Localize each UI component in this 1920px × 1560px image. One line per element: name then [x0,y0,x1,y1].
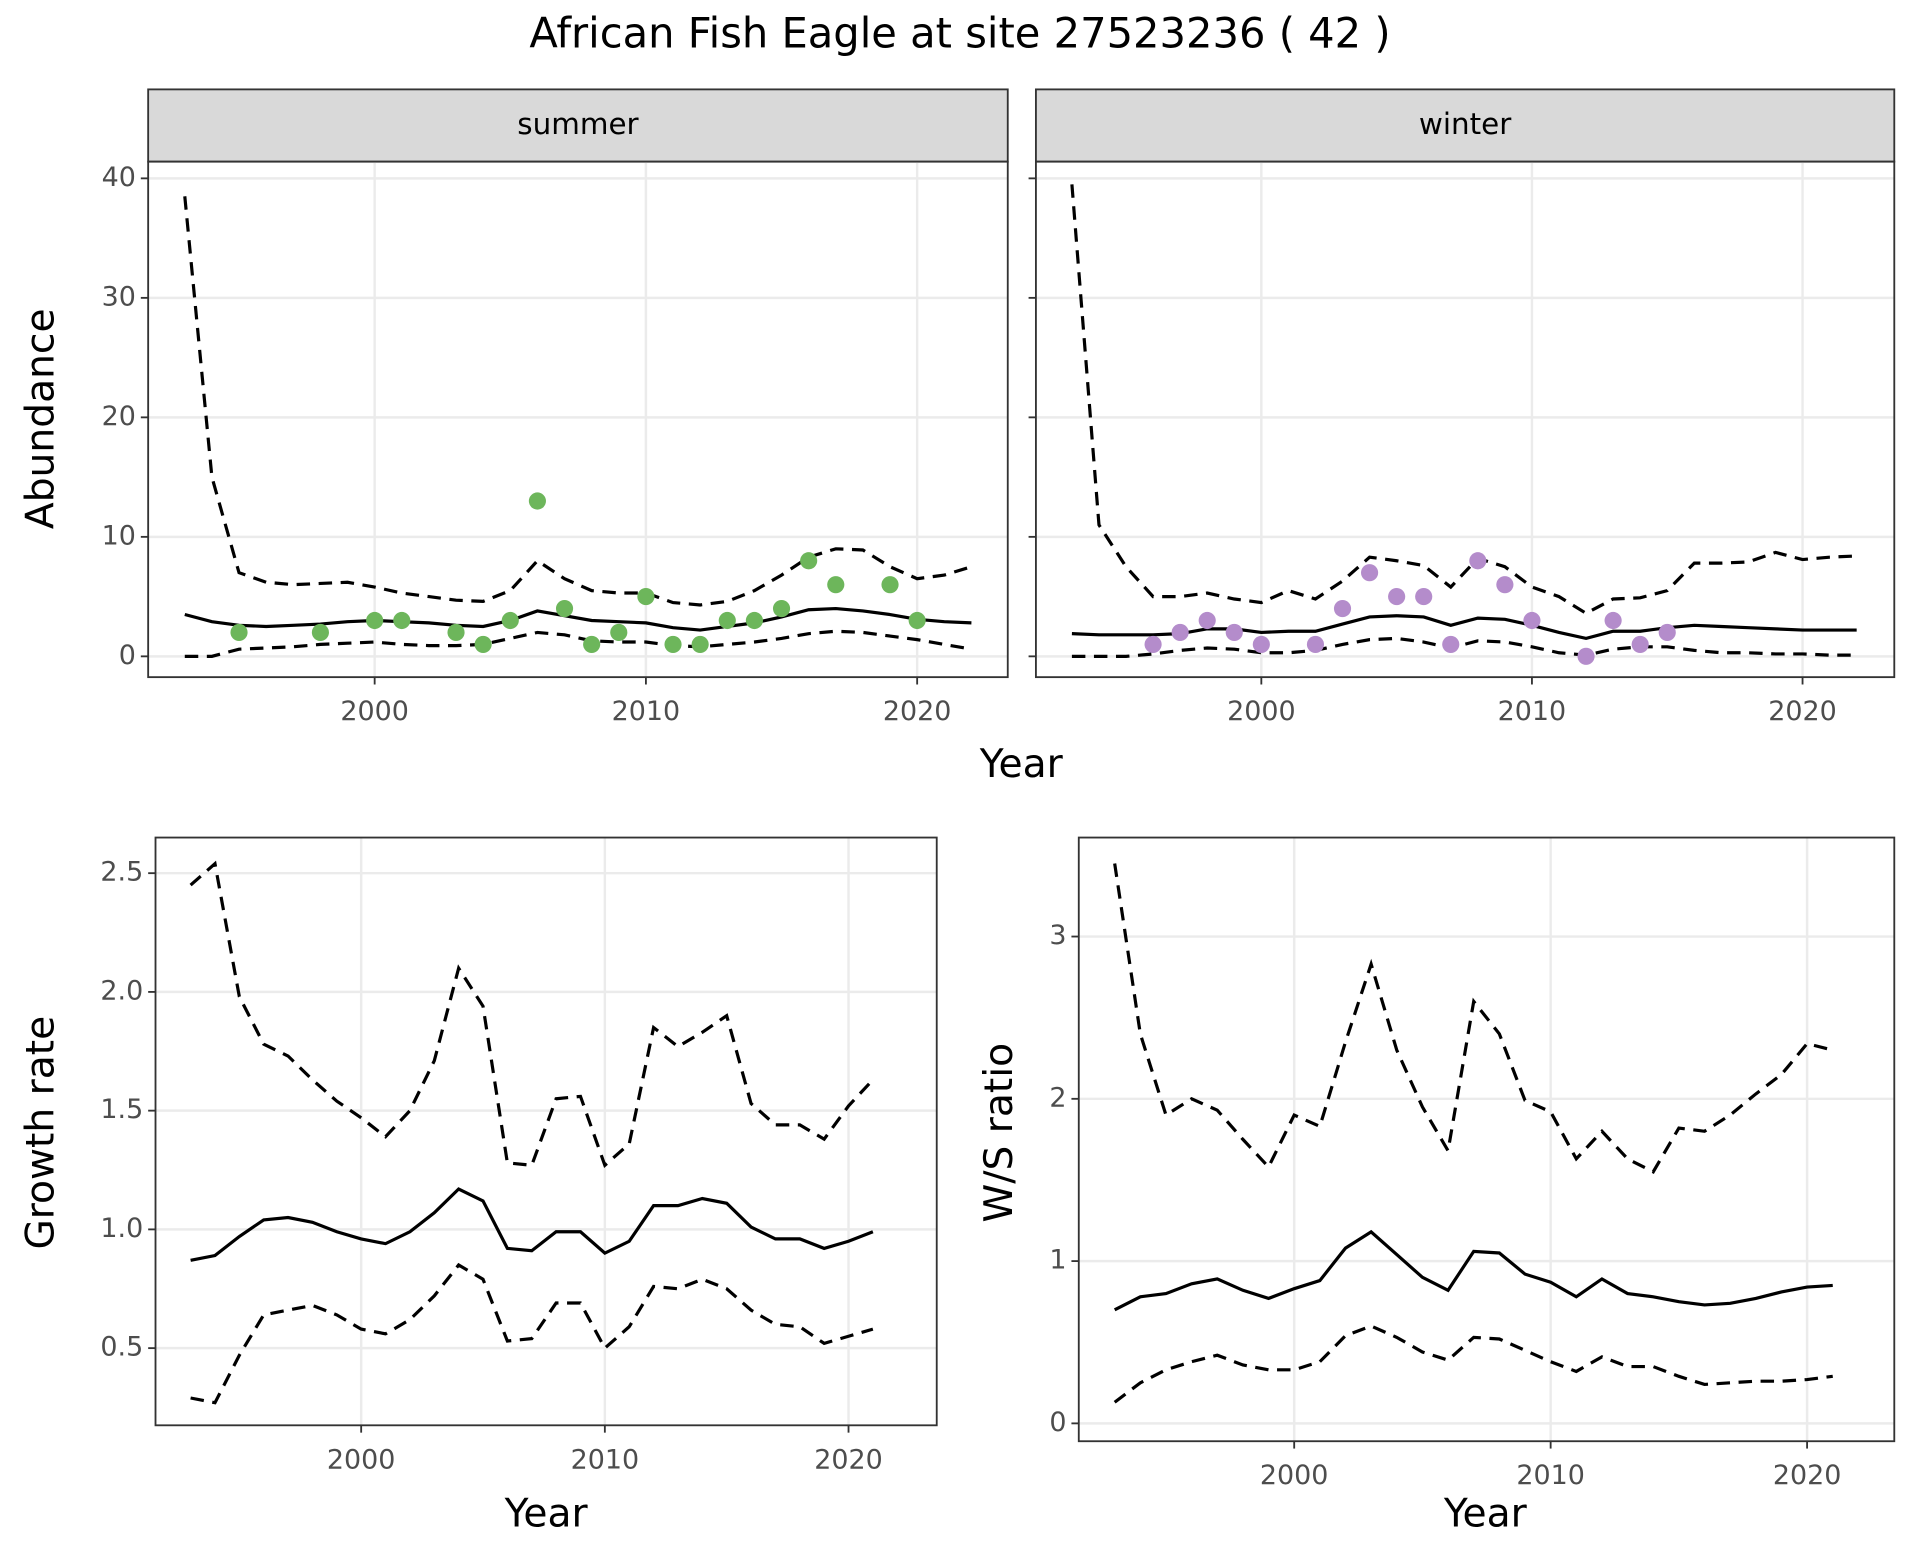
data-point [1361,564,1379,582]
interval-line [183,196,972,607]
panel-border [1035,160,1896,679]
x-axis-label: Year [1443,1491,1528,1536]
data-point [1388,588,1406,606]
y-tick-label: 3 [1049,920,1066,951]
y-tick-label: 10 [102,520,136,551]
data-point [366,611,384,630]
facet-label: winter [1419,107,1512,141]
facet-label: summer [517,107,639,141]
data-point [908,611,926,630]
interval-line [190,1262,874,1405]
x-tick-label: 2020 [1773,1460,1842,1491]
data-point [1198,611,1216,630]
data-point [501,611,519,630]
data-point [691,635,709,653]
y-tick-label: 0 [1049,1407,1066,1438]
data-point [637,588,655,606]
interval-line [1113,1324,1833,1404]
y-tick-label: 40 [102,162,136,193]
y-tick-label: 0.5 [100,1332,143,1363]
panel-background [1035,161,1895,678]
data-point [528,492,546,510]
data-point [1496,576,1514,594]
x-tick-label: 2010 [571,1444,640,1475]
mean-line [1071,614,1857,641]
data-point [772,599,791,618]
interval-line [1070,184,1857,616]
data-point [1577,647,1595,665]
data-point [393,611,411,630]
data-point [881,576,899,594]
mean-line [1113,1229,1833,1312]
x-tick-label: 2000 [327,1444,396,1475]
mean-line [184,606,972,632]
y-axis-label: W/S ratio [977,1043,1022,1223]
data-point [1171,623,1189,642]
panel-border [147,160,1009,679]
data-point [1252,635,1270,653]
interval-line [189,860,875,1169]
x-tick-label: 2000 [1227,696,1296,727]
data-point [827,576,845,594]
y-tick-label: 1 [1049,1245,1066,1276]
y-tick-label: 2.5 [100,857,143,888]
panel-border [154,836,938,1427]
x-tick-label: 2020 [1768,696,1837,727]
data-point [1523,611,1541,630]
figure-title: African Fish Eagle at site 27523236 ( 42… [529,9,1390,58]
x-tick-label: 2010 [1498,696,1567,727]
data-point [1604,611,1622,630]
data-point [311,623,329,642]
data-point [800,552,818,570]
data-point [1631,635,1649,653]
y-tick-label: 2.0 [100,975,143,1006]
panel-background [155,837,937,1426]
panel-background [1078,837,1895,1442]
data-point [718,611,736,630]
panel-border [1077,836,1896,1443]
y-axis-label: Abundance [18,308,63,529]
data-point [230,623,248,642]
y-tick-label: 1.5 [100,1094,143,1125]
data-point [474,635,492,653]
x-tick-label: 2020 [883,696,952,727]
y-tick-label: 1.0 [100,1213,143,1244]
y-tick-label: 0 [119,640,136,671]
y-axis-label: Growth rate [18,1016,63,1250]
data-point [1225,623,1243,642]
data-point [1144,635,1162,653]
x-tick-label: 2010 [1516,1460,1585,1491]
data-point [745,611,763,630]
x-tick-label: 2010 [612,696,681,727]
facet-strip [147,88,1009,163]
data-point [583,635,601,653]
x-tick-label: 2000 [340,696,409,727]
y-tick-label: 30 [102,281,136,312]
x-axis-label: Year [979,742,1064,787]
y-tick-label: 20 [102,401,136,432]
mean-line [190,1187,874,1262]
data-point [447,623,465,642]
data-point [1415,588,1433,606]
data-point [610,623,628,642]
data-point [1442,635,1460,653]
data-point [1469,552,1487,570]
data-point [664,635,682,653]
x-tick-label: 2020 [814,1444,883,1475]
data-point [1306,635,1325,653]
data-point [1658,623,1676,642]
y-tick-label: 2 [1049,1082,1066,1113]
data-point [1333,599,1352,618]
interval-line [1113,863,1834,1174]
data-point [555,599,574,618]
x-tick-label: 2000 [1260,1460,1329,1491]
panel-background [148,161,1008,678]
x-axis-label: Year [504,1491,589,1536]
